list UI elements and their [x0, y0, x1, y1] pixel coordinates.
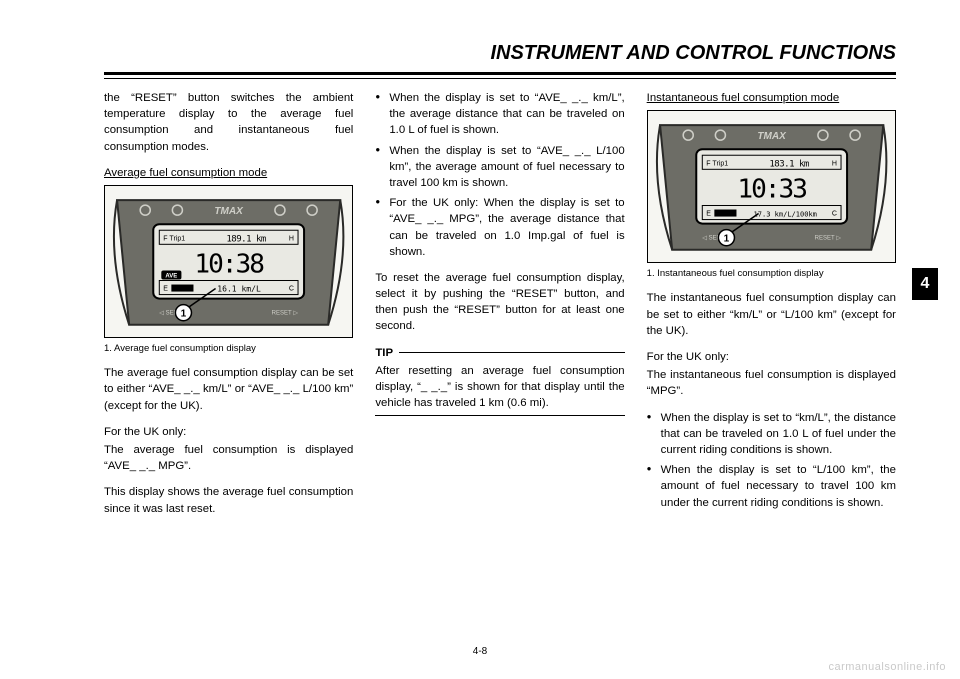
watermark: carmanualsonline.info	[828, 661, 946, 673]
svg-text:17.3 km/L/100km: 17.3 km/L/100km	[753, 210, 816, 219]
tip-heading: TIP	[375, 345, 624, 361]
instrument-cluster-svg: TMAX F Trip1 183.1 km H 10:33 E 17.3 km/…	[648, 111, 895, 262]
paragraph: The average fuel consumption is displaye…	[104, 442, 353, 474]
bullet-list: When the display is set to “km/L”, the d…	[647, 410, 896, 511]
svg-text:1: 1	[723, 234, 729, 245]
list-item: For the UK only: When the display is set…	[375, 195, 624, 260]
paragraph: The instantaneous fuel consumption is di…	[647, 367, 896, 399]
column-2: When the display is set to “AVE_ _._ km/…	[375, 90, 624, 629]
paragraph: This display shows the average fuel cons…	[104, 484, 353, 516]
paragraph: the “RESET” button switches the ambient …	[104, 90, 353, 155]
tip-end-rule	[375, 415, 624, 416]
content-columns: the “RESET” button switches the ambient …	[104, 90, 896, 629]
figure-instant-fuel: TMAX F Trip1 183.1 km H 10:33 E 17.3 km/…	[647, 110, 896, 263]
svg-text:189.1 km: 189.1 km	[226, 234, 266, 244]
chapter-tab: 4	[912, 268, 938, 300]
page-number: 4-8	[0, 646, 960, 657]
svg-text:E: E	[163, 285, 168, 292]
section-heading: Instantaneous fuel consumption mode	[647, 90, 896, 106]
section-heading: Average fuel consumption mode	[104, 165, 353, 181]
page: INSTRUMENT AND CONTROL FUNCTIONS 4 the “…	[0, 0, 960, 679]
list-item: When the display is set to “AVE_ _._ L/1…	[375, 143, 624, 192]
svg-text:10:33: 10:33	[737, 175, 806, 205]
tip-rule	[399, 352, 625, 353]
column-3: Instantaneous fuel consumption mode TMAX…	[647, 90, 896, 629]
svg-text:AVE: AVE	[165, 273, 177, 279]
svg-text:F Trip1: F Trip1	[706, 160, 728, 167]
svg-text:TMAX: TMAX	[757, 131, 787, 142]
tip-label: TIP	[375, 345, 393, 361]
svg-text:183.1 km: 183.1 km	[769, 159, 809, 169]
instrument-cluster-svg: TMAX F Trip1 189.1 km H 10:38 AVE	[105, 186, 352, 337]
figure-avg-fuel: TMAX F Trip1 189.1 km H 10:38 AVE	[104, 185, 353, 338]
column-1: the “RESET” button switches the ambient …	[104, 90, 353, 629]
paragraph: To reset the average fuel consumption di…	[375, 270, 624, 335]
svg-text:TMAX: TMAX	[214, 206, 244, 217]
list-item: When the display is set to “km/L”, the d…	[647, 410, 896, 459]
svg-text:RESET ▷: RESET ▷	[272, 311, 299, 317]
list-item: When the display is set to “AVE_ _._ km/…	[375, 90, 624, 139]
svg-text:F Trip1: F Trip1	[163, 235, 185, 242]
list-item: When the display is set to “L/100 km”, t…	[647, 462, 896, 511]
tip-text: After resetting an average fuel consumpt…	[375, 363, 624, 412]
paragraph: The average fuel consumption display can…	[104, 365, 353, 414]
page-title: INSTRUMENT AND CONTROL FUNCTIONS	[490, 42, 896, 65]
svg-text:C: C	[832, 211, 837, 218]
svg-text:H: H	[289, 235, 294, 242]
svg-text:E: E	[706, 211, 711, 218]
svg-text:H: H	[832, 160, 837, 167]
svg-text:10:38: 10:38	[194, 249, 264, 279]
svg-text:16.1 km/L: 16.1 km/L	[217, 284, 261, 293]
bullet-list: When the display is set to “AVE_ _._ km/…	[375, 90, 624, 260]
paragraph: The instantaneous fuel consumption displ…	[647, 290, 896, 339]
paragraph: For the UK only:	[104, 424, 353, 440]
header-rule	[104, 72, 896, 79]
svg-text:1: 1	[181, 309, 187, 320]
paragraph: For the UK only:	[647, 349, 896, 365]
svg-text:C: C	[289, 285, 294, 292]
figure-caption: 1. Average fuel consumption display	[104, 342, 353, 355]
figure-caption: 1. Instantaneous fuel consumption displa…	[647, 267, 896, 280]
svg-text:RESET ▷: RESET ▷	[814, 236, 841, 242]
